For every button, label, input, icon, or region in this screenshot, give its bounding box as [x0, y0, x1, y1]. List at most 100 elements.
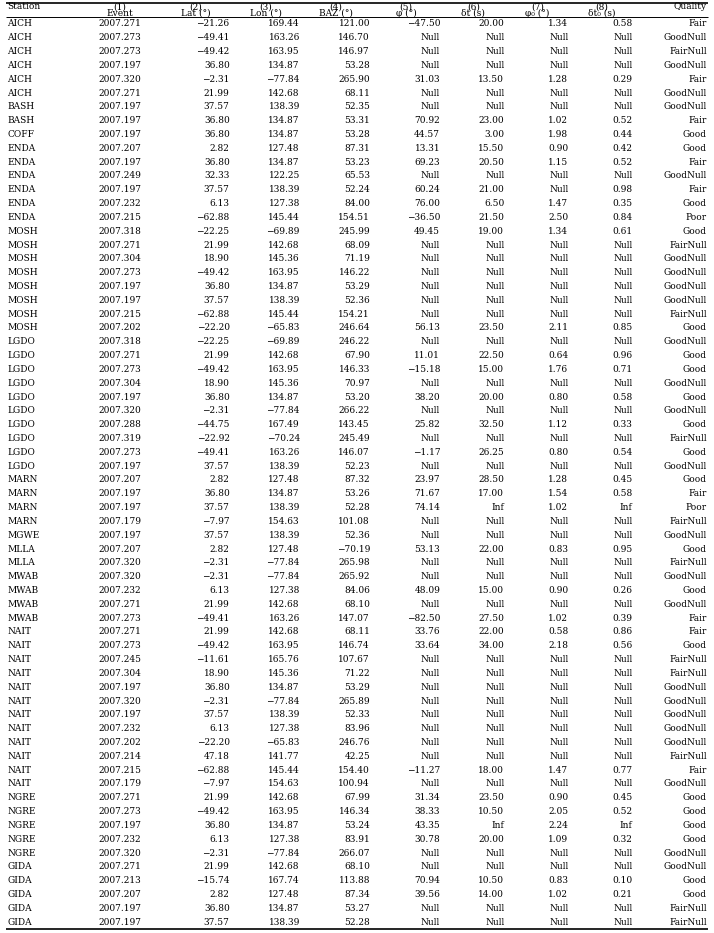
Text: LGDO: LGDO: [7, 365, 35, 374]
Text: Null: Null: [421, 379, 441, 388]
Text: Null: Null: [421, 268, 441, 277]
Text: Null: Null: [613, 752, 633, 760]
Text: 20.00: 20.00: [478, 393, 504, 401]
Text: FairNull: FairNull: [669, 904, 707, 912]
Text: NAIT: NAIT: [7, 738, 31, 747]
Text: Null: Null: [613, 738, 633, 747]
Text: 2.18: 2.18: [548, 641, 568, 650]
Text: 21.50: 21.50: [478, 213, 504, 222]
Text: NAIT: NAIT: [7, 779, 31, 788]
Text: 22.00: 22.00: [478, 627, 504, 636]
Text: GoodNull: GoodNull: [664, 724, 707, 733]
Text: 245.49: 245.49: [338, 434, 370, 443]
Text: 1.28: 1.28: [548, 75, 568, 84]
Text: Null: Null: [613, 600, 633, 608]
Text: 1.98: 1.98: [548, 130, 568, 139]
Text: Null: Null: [485, 379, 504, 388]
Text: 2007.245: 2007.245: [98, 655, 141, 664]
Text: 53.13: 53.13: [415, 545, 441, 553]
Text: NAIT: NAIT: [7, 641, 31, 650]
Text: Lat (°): Lat (°): [181, 9, 211, 18]
Text: 6.13: 6.13: [210, 835, 230, 843]
Text: LGDO: LGDO: [7, 379, 35, 388]
Text: MGWE: MGWE: [7, 531, 39, 539]
Text: Null: Null: [549, 752, 568, 760]
Text: Fair: Fair: [688, 627, 707, 636]
Text: FairNull: FairNull: [669, 558, 707, 567]
Text: 138.39: 138.39: [268, 531, 300, 539]
Text: 121.00: 121.00: [338, 20, 370, 28]
Text: Null: Null: [421, 337, 441, 346]
Text: 0.90: 0.90: [548, 144, 568, 153]
Text: Null: Null: [613, 310, 633, 318]
Text: (3): (3): [259, 3, 272, 11]
Text: Lon (°): Lon (°): [250, 9, 282, 18]
Text: ENDA: ENDA: [7, 213, 35, 222]
Text: 21.00: 21.00: [478, 186, 504, 194]
Text: 0.84: 0.84: [613, 213, 633, 222]
Text: Null: Null: [485, 103, 504, 111]
Text: GoodNull: GoodNull: [664, 710, 707, 719]
Text: Null: Null: [549, 779, 568, 788]
Text: NAIT: NAIT: [7, 669, 31, 678]
Text: Good: Good: [683, 586, 707, 595]
Text: 143.45: 143.45: [338, 420, 370, 429]
Text: 37.57: 37.57: [203, 531, 230, 539]
Text: 17.00: 17.00: [478, 489, 504, 498]
Text: Null: Null: [421, 600, 441, 608]
Text: Null: Null: [421, 310, 441, 318]
Text: 0.58: 0.58: [612, 393, 633, 401]
Text: 36.80: 36.80: [204, 158, 230, 167]
Text: φ₀ (°): φ₀ (°): [525, 9, 550, 18]
Text: FairNull: FairNull: [669, 434, 707, 443]
Text: 22.00: 22.00: [478, 545, 504, 553]
Text: LGDO: LGDO: [7, 393, 35, 401]
Text: 1.47: 1.47: [548, 199, 568, 208]
Text: 32.50: 32.50: [478, 420, 504, 429]
Text: GoodNull: GoodNull: [664, 862, 707, 871]
Text: 145.44: 145.44: [268, 766, 300, 774]
Text: (6): (6): [467, 3, 480, 11]
Text: 145.36: 145.36: [268, 379, 300, 388]
Text: 33.64: 33.64: [415, 641, 441, 650]
Text: 169.44: 169.44: [268, 20, 300, 28]
Text: 2007.288: 2007.288: [99, 420, 141, 429]
Text: Null: Null: [613, 724, 633, 733]
Text: 1.34: 1.34: [548, 20, 568, 28]
Text: 138.39: 138.39: [268, 462, 300, 470]
Text: 146.22: 146.22: [338, 268, 370, 277]
Text: Good: Good: [683, 324, 707, 332]
Text: NAIT: NAIT: [7, 683, 31, 691]
Text: 49.45: 49.45: [414, 227, 441, 236]
Text: NGRE: NGRE: [7, 793, 36, 802]
Text: 21.99: 21.99: [204, 627, 230, 636]
Text: 0.58: 0.58: [612, 20, 633, 28]
Text: −77.84: −77.84: [266, 406, 300, 415]
Text: 2007.320: 2007.320: [99, 572, 141, 581]
Text: Null: Null: [421, 517, 441, 526]
Text: 138.39: 138.39: [268, 296, 300, 305]
Text: Null: Null: [485, 558, 504, 567]
Text: 2007.215: 2007.215: [98, 213, 141, 222]
Text: 0.80: 0.80: [548, 448, 568, 457]
Text: Null: Null: [421, 655, 441, 664]
Text: 2007.197: 2007.197: [98, 503, 141, 512]
Text: −11.27: −11.27: [407, 766, 441, 774]
Text: 52.24: 52.24: [344, 186, 370, 194]
Text: 2007.271: 2007.271: [99, 89, 141, 98]
Text: 127.38: 127.38: [268, 199, 300, 208]
Text: 10.50: 10.50: [478, 876, 504, 885]
Text: −49.42: −49.42: [196, 641, 230, 650]
Text: 52.28: 52.28: [344, 503, 370, 512]
Text: ENDA: ENDA: [7, 144, 35, 153]
Text: NAIT: NAIT: [7, 766, 31, 774]
Text: −70.24: −70.24: [266, 434, 300, 443]
Text: 18.90: 18.90: [203, 255, 230, 263]
Text: 21.99: 21.99: [204, 89, 230, 98]
Text: 6.13: 6.13: [210, 199, 230, 208]
Text: 2007.271: 2007.271: [99, 600, 141, 608]
Text: Good: Good: [683, 793, 707, 802]
Text: 15.50: 15.50: [478, 144, 504, 153]
Text: 2007.215: 2007.215: [98, 310, 141, 318]
Text: Null: Null: [421, 61, 441, 70]
